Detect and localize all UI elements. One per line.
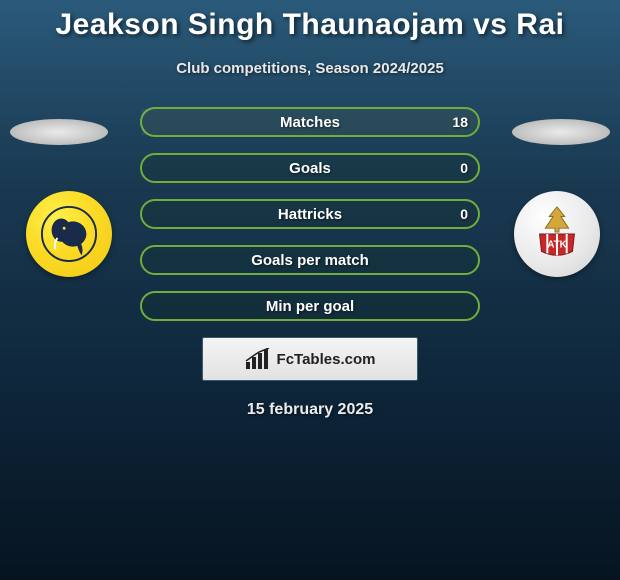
stat-value-right: 18 [452, 114, 468, 130]
svg-text:ATK: ATK [547, 240, 566, 251]
stat-bar: Hattricks 0 [140, 199, 480, 229]
stat-label: Goals per match [251, 252, 369, 269]
stat-bar: Goals per match [140, 245, 480, 275]
bars-chart-icon [245, 348, 271, 370]
content-area: ATK Matches 18 Goals 0 Hattricks 0 Goals per m… [0, 107, 620, 419]
elephant-icon [40, 205, 98, 263]
brand-badge: FcTables.com [202, 337, 418, 381]
club-badge-left [26, 191, 112, 277]
comparison-card: Jeakson Singh Thaunaojam vs Rai Club com… [0, 0, 620, 580]
stat-label: Hattricks [278, 206, 342, 223]
subtitle: Club competitions, Season 2024/2025 [0, 60, 620, 77]
stat-value-right: 0 [460, 206, 468, 222]
club-badge-right: ATK [514, 191, 600, 277]
stat-bar: Matches 18 [140, 107, 480, 137]
stat-bar: Min per goal [140, 291, 480, 321]
stat-bar: Goals 0 [140, 153, 480, 183]
stat-value-right: 0 [460, 160, 468, 176]
stat-label: Matches [280, 114, 340, 131]
flag-right-placeholder [512, 119, 610, 145]
atk-badge-icon: ATK [526, 203, 588, 265]
brand-text: FcTables.com [277, 351, 376, 368]
page-title: Jeakson Singh Thaunaojam vs Rai [0, 0, 620, 42]
stat-label: Goals [289, 160, 331, 177]
stat-bars: Matches 18 Goals 0 Hattricks 0 Goals per match… [140, 107, 480, 321]
date-text: 15 february 2025 [0, 401, 620, 419]
flag-left-placeholder [10, 119, 108, 145]
stat-label: Min per goal [266, 298, 354, 315]
